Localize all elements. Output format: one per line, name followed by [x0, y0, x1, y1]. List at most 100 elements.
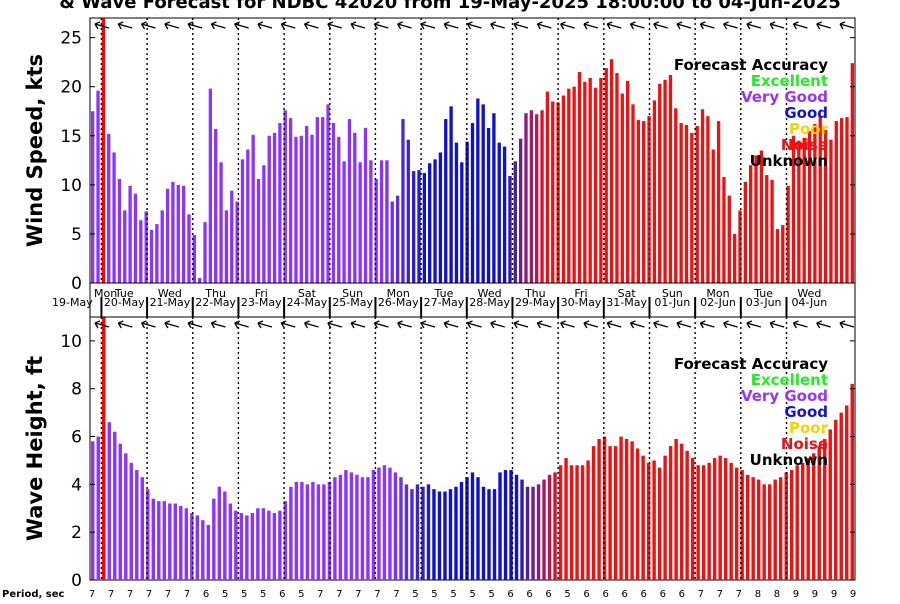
- data-bar: [839, 118, 844, 283]
- data-bar: [525, 486, 530, 580]
- data-bar: [347, 119, 352, 283]
- direction-arrow: [303, 320, 319, 329]
- data-bar: [684, 124, 689, 283]
- direction-arrow: [560, 21, 575, 30]
- data-bar: [727, 195, 731, 283]
- direction-arrow: [397, 21, 412, 30]
- data-bar: [509, 470, 513, 580]
- data-bar: [674, 108, 678, 283]
- data-bar: [234, 510, 238, 580]
- direction-arrow: [373, 320, 389, 329]
- direction-arrow: [490, 21, 505, 30]
- data-bar: [740, 470, 744, 580]
- data-bar: [646, 462, 651, 580]
- direction-arrow: [816, 21, 831, 30]
- day-of-week-label: Mon: [94, 287, 117, 300]
- direction-arrow: [94, 21, 110, 30]
- legend-item: Unknown: [750, 152, 828, 170]
- data-bar: [770, 179, 774, 283]
- data-bar: [756, 479, 761, 580]
- date-label: 27-May: [424, 296, 465, 309]
- data-bar: [531, 486, 535, 580]
- direction-arrow: [583, 320, 599, 329]
- data-bar: [470, 123, 475, 284]
- data-bar: [679, 123, 683, 284]
- direction-arrow: [536, 320, 552, 329]
- data-bar: [401, 119, 405, 283]
- data-bar: [624, 438, 629, 580]
- data-bar: [149, 230, 154, 283]
- data-bar: [91, 441, 95, 580]
- data-bar: [256, 508, 260, 580]
- direction-arrow: [234, 320, 249, 329]
- data-bar: [716, 121, 721, 283]
- data-bar: [620, 93, 624, 283]
- data-bar: [117, 178, 122, 283]
- data-bar: [91, 111, 95, 284]
- data-bar: [369, 160, 373, 283]
- data-bar: [157, 501, 161, 580]
- data-bar: [609, 59, 614, 283]
- data-bar: [575, 465, 579, 580]
- data-bar: [129, 462, 133, 580]
- data-bar: [267, 510, 271, 580]
- data-bar: [707, 462, 711, 580]
- direction-arrow: [513, 21, 529, 30]
- data-bar: [133, 193, 138, 283]
- direction-arrow: [280, 320, 296, 329]
- day-of-week-label: Mon: [706, 287, 729, 300]
- period-value: 7: [165, 589, 171, 600]
- period-value: 5: [412, 589, 418, 600]
- data-bar: [781, 225, 785, 283]
- y-tick-label: 10: [60, 176, 82, 196]
- date-label: 20-May: [104, 296, 145, 309]
- direction-arrow: [327, 21, 342, 30]
- data-bar: [331, 123, 336, 284]
- data-bar: [807, 130, 812, 283]
- day-of-week-label: Fri: [255, 287, 268, 300]
- data-bar: [602, 436, 607, 580]
- data-bar: [404, 484, 409, 580]
- data-bar: [518, 138, 523, 283]
- data-bar: [690, 132, 694, 283]
- data-bar: [171, 181, 175, 283]
- direction-arrow: [443, 21, 459, 30]
- data-bar: [327, 481, 332, 580]
- data-bar: [685, 450, 689, 580]
- date-label: 24-May: [287, 296, 328, 309]
- data-bar: [139, 220, 143, 283]
- data-bar: [520, 479, 524, 580]
- day-of-week-label: Mon: [387, 287, 410, 300]
- data-bar: [834, 419, 838, 580]
- data-bar: [806, 458, 810, 580]
- period-value: 7: [336, 589, 342, 600]
- legend-item: Unknown: [750, 451, 828, 469]
- day-of-week-label: Tue: [434, 287, 454, 300]
- date-label: 25-May: [332, 296, 373, 309]
- data-bar: [586, 460, 590, 580]
- direction-arrow: [606, 320, 622, 329]
- direction-arrow: [141, 320, 156, 329]
- data-bar: [779, 477, 783, 580]
- data-bar: [406, 139, 410, 283]
- data-bar: [355, 474, 359, 580]
- data-bar: [674, 438, 678, 580]
- data-bar: [812, 453, 816, 580]
- data-bar: [502, 146, 507, 283]
- period-value: 9: [812, 589, 818, 600]
- data-bar: [556, 102, 560, 283]
- data-bar: [542, 479, 546, 580]
- data-bar: [379, 160, 384, 283]
- data-bar: [652, 460, 656, 580]
- day-of-week-label: Thu: [204, 287, 226, 300]
- direction-arrow: [653, 320, 668, 329]
- data-bar: [762, 484, 766, 580]
- period-value: 6: [660, 589, 666, 600]
- direction-arrow: [117, 21, 133, 30]
- data-bar: [545, 91, 550, 283]
- data-bar: [124, 453, 128, 580]
- data-bar: [219, 162, 223, 283]
- y-tick-label: 2: [71, 523, 82, 543]
- data-bar: [417, 170, 421, 283]
